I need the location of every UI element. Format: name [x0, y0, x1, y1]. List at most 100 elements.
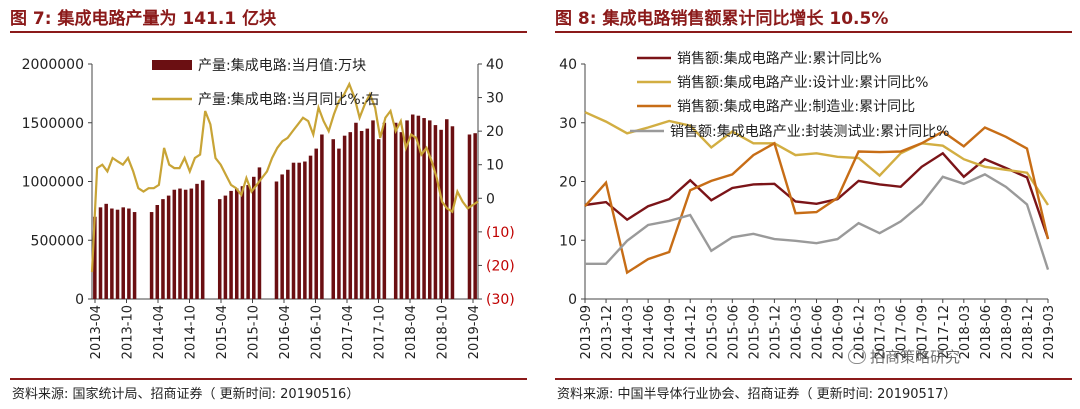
bar: [183, 189, 188, 299]
x-tick-label: 2019-04: [467, 305, 482, 359]
bar: [297, 162, 301, 299]
x-tick-label: 2014-06: [642, 305, 657, 359]
bar: [280, 174, 284, 299]
ic-production-chart: 0 500000 1000000 1500000 2000000 (30) (20) (10)…: [22, 57, 515, 359]
bar: [433, 125, 438, 299]
bar: [410, 114, 415, 300]
x-tick-label: 2016-04: [278, 305, 293, 359]
bar: [234, 188, 239, 299]
x-tick-label: 2018-09: [1000, 305, 1015, 359]
bar: [376, 139, 381, 299]
x-tick-label: 2014-09: [663, 305, 678, 359]
legend-label: 产量:集成电路:当月同比%:右: [198, 91, 379, 108]
chart-title: 图 8: 集成电路销售额累计同比增长 10.5%: [555, 9, 889, 29]
x-tick-label: 2016-06: [811, 305, 826, 359]
bar: [229, 190, 233, 299]
chart-panel-left: 图 7: 集成电路产量为 141.1 亿块 0 500000 1000000 1500…: [0, 0, 535, 409]
bar: [240, 186, 245, 299]
bar: [416, 115, 421, 299]
x-tick-label: 2014-10: [184, 305, 199, 359]
bar: [382, 122, 387, 299]
x-tick-label: 2018-10: [436, 305, 451, 359]
y-tick-label: 10: [559, 233, 577, 249]
bar: [189, 188, 194, 299]
yoy-line: [90, 81, 479, 273]
y-right-tick-label: (30): [486, 292, 515, 308]
bar: [354, 122, 358, 299]
y-left-tick-label: 2000000: [22, 57, 84, 73]
x-tick-label: 2018-03: [958, 305, 973, 359]
bar: [337, 148, 341, 299]
bar: [200, 180, 205, 299]
y-left-tick-label: 1000000: [22, 175, 84, 191]
bar: [178, 188, 182, 299]
bar: [104, 203, 108, 299]
bar: [149, 212, 154, 299]
y-tick-label: 0: [568, 292, 577, 308]
y-right-tick-label: 10: [486, 158, 504, 174]
bar: [93, 216, 97, 299]
title-divider: [10, 31, 527, 33]
x-tick-label: 2017-04: [341, 305, 356, 359]
bar: [320, 134, 324, 299]
bar: [473, 133, 477, 299]
x-tick-label: 2017-09: [916, 305, 931, 359]
x-tick-label: 2015-06: [726, 305, 741, 359]
x-tick-label: 2013-09: [579, 305, 594, 359]
series-line-4: [585, 173, 1050, 270]
y-tick-label: 20: [559, 175, 577, 191]
x-tick-label: 2013-04: [89, 305, 104, 359]
ic-sales-growth-chart: 0 10 20 30 40 2013-09 2013-12 2014-03 2014-06 201…: [559, 50, 1057, 359]
title-divider: [555, 31, 1072, 33]
bar: [303, 161, 307, 299]
legend-label: 销售额:集成电路产业:封装测试业:累计同比%: [670, 123, 949, 140]
bar: [291, 162, 296, 299]
bar: [439, 129, 443, 299]
x-tick-label: 2015-09: [747, 305, 762, 359]
bar: [166, 195, 171, 299]
x-tick-label: 2017-10: [373, 305, 388, 359]
x-tick-label: 2018-06: [979, 305, 994, 359]
x-tick-label: 2015-03: [705, 305, 720, 359]
bar: [115, 209, 120, 299]
y-right-tick-label: (10): [486, 225, 515, 241]
x-tick-label: 2015-04: [215, 305, 230, 359]
legend-label: 销售额:集成电路产业:设计业:累计同比%: [677, 74, 928, 91]
y-right-tick-label: 0: [486, 191, 495, 207]
x-tick-label: 2017-06: [895, 305, 910, 359]
bar: [467, 134, 472, 299]
bar: [422, 118, 426, 299]
bar: [308, 155, 313, 299]
x-tick-label: 2018-12: [1021, 305, 1036, 359]
x-tick-label: 2017-03: [874, 305, 889, 359]
source-note: 资料来源: 国家统计局、招商证券（ 更新时间: 20190516）: [12, 387, 360, 402]
bar: [223, 195, 228, 299]
bar: [252, 176, 256, 299]
chart-title: 图 7: 集成电路产量为 141.1 亿块: [10, 9, 277, 29]
bar: [359, 130, 364, 299]
bar: [217, 199, 222, 299]
bar: [399, 132, 404, 299]
x-tick-label: 2013-10: [121, 305, 136, 359]
bar: [172, 189, 177, 299]
y-left-tick-label: 500000: [31, 233, 84, 249]
x-tick-label: 2016-10: [310, 305, 325, 359]
bar: [405, 120, 409, 300]
x-tick-label: 2016-12: [853, 305, 868, 359]
series-line-1: [584, 151, 1050, 239]
series-line-2: [584, 111, 1050, 206]
bar: [155, 205, 160, 299]
x-tick-label: 2015-12: [768, 305, 783, 359]
x-tick-label: 2014-12: [684, 305, 699, 359]
bar: [98, 207, 103, 299]
source-note: 资料来源: 中国半导体行业协会、招商证券（ 更新时间: 20190517）: [557, 387, 957, 402]
x-tick-label: 2016-03: [789, 305, 804, 359]
bar: [286, 169, 290, 299]
bar: [121, 207, 125, 299]
y-right-tick-label: 30: [486, 91, 504, 107]
bar: [257, 167, 262, 299]
legend-bar-swatch: [152, 60, 192, 70]
series-line-3: [584, 126, 1050, 275]
bar: [342, 135, 347, 299]
x-tick-label: 2014-04: [152, 305, 167, 359]
